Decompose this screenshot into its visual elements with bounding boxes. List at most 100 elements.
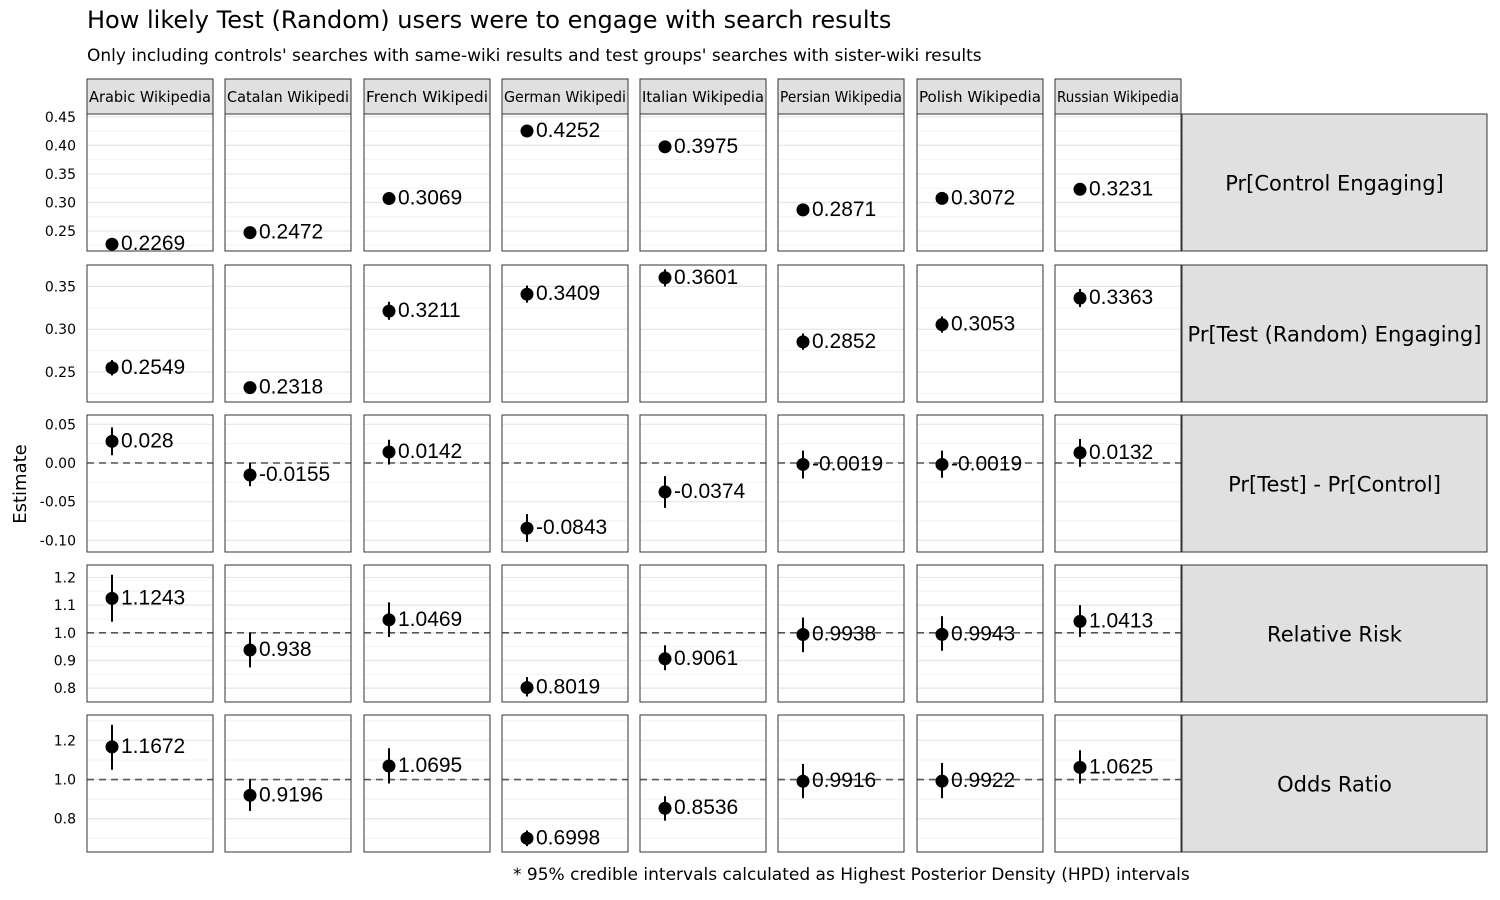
estimate-point [1073,760,1087,774]
estimate-point [243,788,257,802]
panel-border [916,714,1044,853]
panel-border [86,564,214,703]
facet-strip-row-label: Odds Ratio [1277,773,1392,797]
estimate-label: 0.9938 [812,623,876,646]
estimate-label: 1.0695 [398,754,462,777]
panel-border [777,264,905,403]
y-tick-label: 0.05 [45,417,76,433]
estimate-point [520,521,534,535]
y-tick-label: 0.35 [45,167,76,183]
facet-strip-column [1054,78,1182,115]
estimate-point [935,627,949,641]
estimate-label: 0.3211 [398,299,461,322]
estimate-point [105,434,119,448]
y-tick-label: 1.0 [54,773,76,789]
estimate-label: 0.3069 [398,187,462,210]
panel-border [777,714,905,853]
estimate-label: -0.0019 [812,452,883,475]
estimate-label: 0.9061 [674,647,738,670]
estimate-label: 0.2549 [121,356,185,379]
panel-border [777,113,905,252]
estimate-label: 0.3053 [951,313,1015,336]
estimate-label: 0.3601 [674,266,738,289]
y-tick-label: 1.0 [54,626,76,642]
estimate-label: -0.0019 [951,452,1022,475]
estimate-label: 0.3363 [1089,286,1153,309]
estimate-label: 0.3231 [1089,177,1153,200]
estimate-point [243,381,257,395]
panel-border [501,714,629,853]
estimate-label: 0.0132 [1089,441,1153,464]
estimate-point [243,643,257,657]
estimate-point [1073,446,1087,460]
panel-border [916,414,1044,553]
facet-strip-row [1181,264,1488,403]
estimate-label: -0.0155 [259,463,330,486]
facet-strip-column-label: French Wikipedi [366,88,488,106]
estimate-label: 0.6998 [536,826,600,849]
facet-strip-column [916,78,1044,115]
estimate-point [658,652,672,666]
y-tick-label: 1.2 [54,733,76,749]
estimate-label: 0.9922 [951,769,1015,792]
y-tick-label: 0.40 [45,138,76,154]
estimate-label: 1.0413 [1089,609,1153,632]
estimate-point [1073,614,1087,628]
estimate-point [658,140,672,154]
estimate-point [796,774,810,788]
y-tick-label: 1.1 [54,598,76,614]
y-tick-label: 0.30 [45,322,76,338]
estimate-label: 0.3409 [536,282,600,305]
panel-border [639,113,767,252]
panel-border [501,414,629,553]
facet-strip-column-label: Russian Wikipedia [1057,88,1179,106]
panel-border [1054,264,1182,403]
estimate-label: -0.0374 [674,480,746,503]
panel-border [639,264,767,403]
panel-border [363,264,491,403]
y-tick-label: 0.00 [45,456,76,472]
estimate-label: 0.9916 [812,769,876,792]
estimate-point [382,759,396,773]
facet-strip-row-label: Relative Risk [1267,623,1403,647]
y-tick-label: 0.30 [45,195,76,211]
estimate-point [105,361,119,375]
estimate-label: 0.2269 [121,232,185,255]
estimate-point [1073,182,1087,196]
estimate-label: 0.2318 [259,376,323,399]
estimate-label: 0.3072 [951,186,1015,209]
panel-border [777,564,905,703]
chart-caption: * 95% credible intervals calculated as H… [513,865,1190,885]
estimate-point [658,485,672,499]
panel-border [916,264,1044,403]
y-tick-label: -0.10 [40,533,76,549]
estimate-point [935,191,949,205]
panel-border [363,564,491,703]
chart-subtitle: Only including controls' searches with s… [87,46,982,66]
facet-strip-column-label: Polish Wikipedia [919,88,1041,106]
panel-border [1054,113,1182,252]
estimate-label: 0.4252 [536,119,600,142]
facet-strip-column-label: Arabic Wikipedia [89,88,211,106]
estimate-label: 0.2852 [812,330,876,353]
estimate-point [935,457,949,471]
panel-border [1054,564,1182,703]
facet-strip-column-label: Persian Wikipedia [780,88,902,106]
estimate-label: 0.8019 [536,676,600,699]
estimate-label: 0.3975 [674,135,738,158]
chart-title: How likely Test (Random) users were to e… [87,6,892,34]
facet-strip-column [86,78,214,115]
facet-strip-row-label: Pr[Test] - Pr[Control] [1228,473,1441,497]
estimate-point [382,304,396,318]
facet-strip-column [224,78,352,115]
panel-border [86,264,214,403]
facet-strip-row [1181,113,1488,252]
estimate-label: -0.0843 [536,516,607,539]
y-axis-title: Estimate [10,444,31,524]
panel-border [224,564,352,703]
facet-strip-row-label: Pr[Control Engaging] [1225,172,1443,196]
estimate-point [105,591,119,605]
panel-border [363,113,491,252]
y-tick-label: 0.25 [45,224,76,240]
estimate-point [935,774,949,788]
